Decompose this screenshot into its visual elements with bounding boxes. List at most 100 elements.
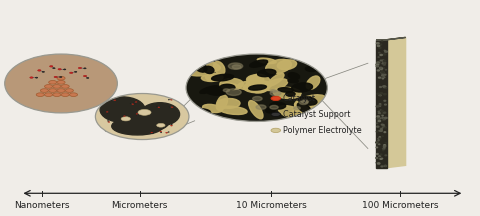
Ellipse shape	[270, 90, 276, 92]
Ellipse shape	[270, 102, 286, 109]
Circle shape	[138, 110, 151, 115]
Circle shape	[378, 111, 379, 112]
Circle shape	[378, 113, 380, 114]
Circle shape	[380, 93, 383, 94]
Circle shape	[166, 132, 168, 133]
Text: Catalyst: Catalyst	[283, 94, 316, 103]
Circle shape	[45, 85, 53, 88]
Circle shape	[70, 93, 78, 97]
Ellipse shape	[256, 105, 266, 109]
Ellipse shape	[112, 118, 163, 135]
Circle shape	[383, 148, 385, 149]
Circle shape	[382, 60, 384, 61]
Circle shape	[378, 158, 380, 159]
Ellipse shape	[214, 61, 225, 75]
Circle shape	[380, 154, 382, 155]
Circle shape	[382, 71, 384, 72]
Ellipse shape	[36, 76, 109, 89]
Circle shape	[377, 126, 379, 127]
Ellipse shape	[205, 73, 223, 81]
Circle shape	[385, 155, 386, 156]
Ellipse shape	[186, 54, 327, 121]
Circle shape	[48, 89, 57, 92]
Text: 100 Micrometers: 100 Micrometers	[361, 201, 438, 210]
Ellipse shape	[247, 74, 271, 93]
Ellipse shape	[297, 103, 311, 113]
Circle shape	[376, 106, 379, 107]
Circle shape	[70, 72, 73, 74]
Circle shape	[376, 118, 378, 119]
Circle shape	[86, 77, 89, 79]
Circle shape	[380, 110, 381, 111]
Circle shape	[60, 76, 62, 78]
Circle shape	[382, 63, 384, 64]
Polygon shape	[376, 40, 386, 168]
Circle shape	[171, 107, 173, 108]
Circle shape	[57, 81, 65, 84]
Circle shape	[57, 76, 65, 80]
Circle shape	[169, 106, 170, 107]
Ellipse shape	[305, 67, 316, 71]
Circle shape	[384, 104, 386, 105]
Ellipse shape	[212, 74, 234, 81]
Ellipse shape	[264, 79, 288, 91]
Ellipse shape	[201, 75, 220, 81]
Circle shape	[74, 71, 77, 72]
Circle shape	[381, 110, 383, 111]
Circle shape	[379, 104, 381, 105]
Circle shape	[376, 43, 379, 44]
Circle shape	[384, 132, 386, 133]
Ellipse shape	[140, 103, 180, 126]
Ellipse shape	[295, 98, 315, 114]
Circle shape	[379, 105, 380, 106]
Ellipse shape	[228, 63, 243, 69]
Circle shape	[37, 70, 41, 71]
Circle shape	[376, 162, 378, 163]
Circle shape	[382, 115, 383, 116]
Circle shape	[379, 120, 381, 121]
Ellipse shape	[277, 60, 297, 70]
Circle shape	[382, 158, 383, 159]
Circle shape	[378, 121, 381, 122]
Circle shape	[384, 87, 387, 88]
Circle shape	[53, 68, 55, 69]
Ellipse shape	[294, 107, 300, 110]
Ellipse shape	[300, 101, 308, 105]
Ellipse shape	[226, 89, 241, 95]
Circle shape	[381, 69, 383, 70]
Circle shape	[377, 45, 380, 46]
FancyBboxPatch shape	[0, 25, 261, 177]
Circle shape	[384, 60, 386, 61]
Circle shape	[271, 128, 281, 133]
Ellipse shape	[249, 85, 266, 90]
Circle shape	[61, 85, 69, 88]
Circle shape	[383, 78, 384, 79]
Circle shape	[385, 165, 386, 166]
Circle shape	[61, 93, 69, 97]
Circle shape	[377, 123, 378, 124]
Ellipse shape	[257, 69, 276, 77]
Text: 10 Micrometers: 10 Micrometers	[236, 201, 306, 210]
Circle shape	[380, 130, 383, 131]
Polygon shape	[386, 37, 406, 168]
Ellipse shape	[301, 100, 309, 103]
Ellipse shape	[220, 78, 243, 90]
Circle shape	[106, 111, 108, 112]
Ellipse shape	[306, 76, 320, 89]
Circle shape	[383, 126, 384, 127]
Circle shape	[384, 94, 386, 95]
Circle shape	[381, 72, 384, 73]
Circle shape	[160, 132, 162, 133]
Ellipse shape	[191, 109, 211, 116]
Circle shape	[381, 129, 382, 130]
Ellipse shape	[5, 75, 84, 89]
Circle shape	[382, 113, 384, 114]
Ellipse shape	[293, 108, 331, 119]
Circle shape	[152, 133, 154, 134]
Circle shape	[156, 123, 165, 127]
Text: Nanometers: Nanometers	[14, 201, 70, 210]
Ellipse shape	[223, 89, 229, 92]
Ellipse shape	[5, 51, 117, 101]
Circle shape	[380, 54, 382, 56]
Circle shape	[384, 165, 386, 166]
